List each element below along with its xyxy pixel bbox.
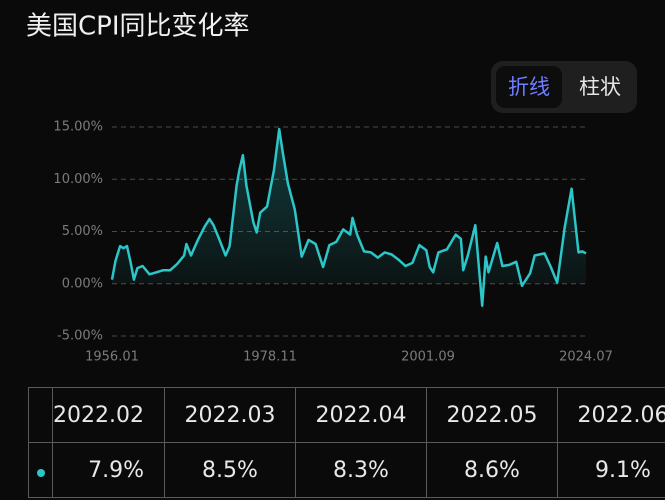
table-value: 9.1% bbox=[556, 442, 665, 498]
table-corner bbox=[28, 387, 53, 443]
line bbox=[110, 127, 587, 307]
series-marker bbox=[28, 442, 53, 498]
column-header: 2022.06 bbox=[556, 387, 665, 443]
column-header: 2022.05 bbox=[425, 387, 558, 443]
x-tick-label: 2024.07 bbox=[559, 350, 613, 365]
table-value: 7.9% bbox=[52, 442, 165, 498]
data-table: 2022.02 2022.03 2022.04 2022.05 2022.06 … bbox=[28, 387, 665, 500]
column-header: 2022.03 bbox=[163, 387, 296, 443]
y-tick-label: -5.00% bbox=[57, 329, 103, 344]
table-value: 8.5% bbox=[163, 442, 296, 498]
legend-dot bbox=[36, 468, 45, 477]
table-value: 8.6% bbox=[425, 442, 558, 498]
toggle-active-bg bbox=[496, 66, 562, 108]
y-tick-label: 0.00% bbox=[62, 276, 103, 291]
chart: 美国CPI同比变化率 折线 柱状 15.00% 10.00% 5.00% 0.00% -… bbox=[26, 12, 637, 365]
y-tick-label: 10.00% bbox=[53, 172, 103, 187]
x-tick-label: 1956.01 bbox=[85, 350, 139, 365]
x-tick-label: 2001.09 bbox=[401, 350, 455, 365]
area bbox=[112, 129, 586, 306]
x-tick-label: 1978.11 bbox=[243, 350, 297, 365]
y-tick-label: 5.00% bbox=[62, 224, 103, 239]
column-header: 2022.02 bbox=[52, 387, 165, 443]
table-value: 8.3% bbox=[294, 442, 427, 498]
chart-title: 美国CPI同比变化率 bbox=[26, 12, 250, 42]
column-header: 2022.04 bbox=[294, 387, 427, 443]
y-tick-label: 15.00% bbox=[53, 120, 103, 135]
table: 2022.02 2022.03 2022.04 2022.05 2022.06 … bbox=[28, 387, 665, 498]
toggle-option[interactable]: 折线 bbox=[508, 75, 550, 99]
toggle-option[interactable]: 柱状 bbox=[579, 75, 621, 99]
